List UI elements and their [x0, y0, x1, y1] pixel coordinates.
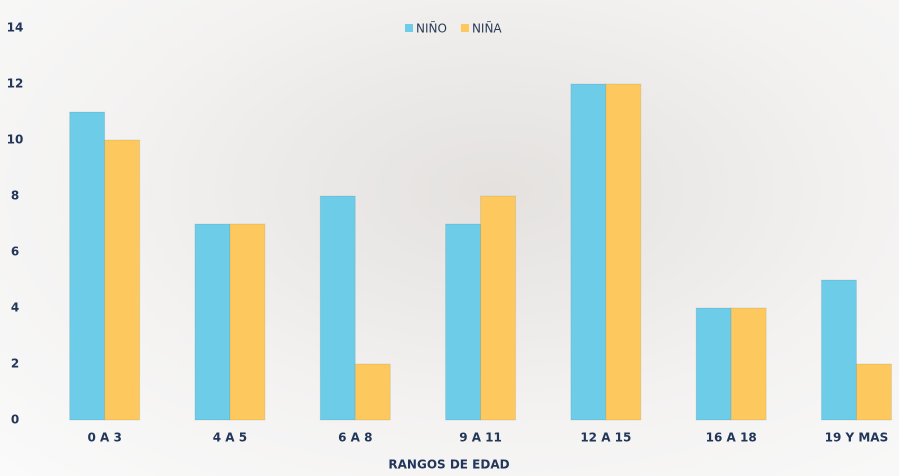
- bar: [820, 279, 857, 421]
- bar: [229, 223, 266, 421]
- x-tick-label: 4 A 5: [213, 431, 247, 445]
- x-tick-label: 16 A 18: [706, 431, 757, 445]
- bar: [855, 363, 892, 421]
- y-tick-label: 12: [7, 77, 24, 91]
- y-tick-label: 4: [11, 301, 19, 315]
- bar: [319, 195, 356, 421]
- bar: [354, 363, 391, 421]
- y-tick-label: 6: [11, 245, 19, 259]
- y-tick-label: 8: [11, 189, 19, 203]
- bar: [104, 139, 141, 421]
- legend-label: NIÑO: [416, 21, 447, 36]
- bar: [730, 307, 767, 421]
- bar: [445, 223, 482, 421]
- x-axis-label: RANGOS DE EDAD: [388, 458, 509, 472]
- y-tick-label: 2: [11, 357, 19, 371]
- x-tick-label: 9 A 11: [459, 431, 502, 445]
- bar: [570, 83, 607, 421]
- y-tick-label: 10: [7, 133, 24, 147]
- x-tick-label: 6 A 8: [338, 431, 372, 445]
- bar: [605, 83, 642, 421]
- y-tick-label: 0: [11, 413, 19, 427]
- bar: [695, 307, 732, 421]
- bar: [69, 111, 106, 421]
- x-tick-label: 19 Y MAS: [825, 431, 889, 445]
- y-tick-label: 14: [7, 21, 24, 35]
- bar: [480, 195, 517, 421]
- x-tick-label: 0 A 3: [87, 431, 121, 445]
- bar: [194, 223, 231, 421]
- legend-label: NIÑA: [472, 21, 502, 36]
- x-tick-label: 12 A 15: [580, 431, 631, 445]
- legend-swatch: [405, 24, 413, 32]
- legend-swatch: [460, 24, 469, 32]
